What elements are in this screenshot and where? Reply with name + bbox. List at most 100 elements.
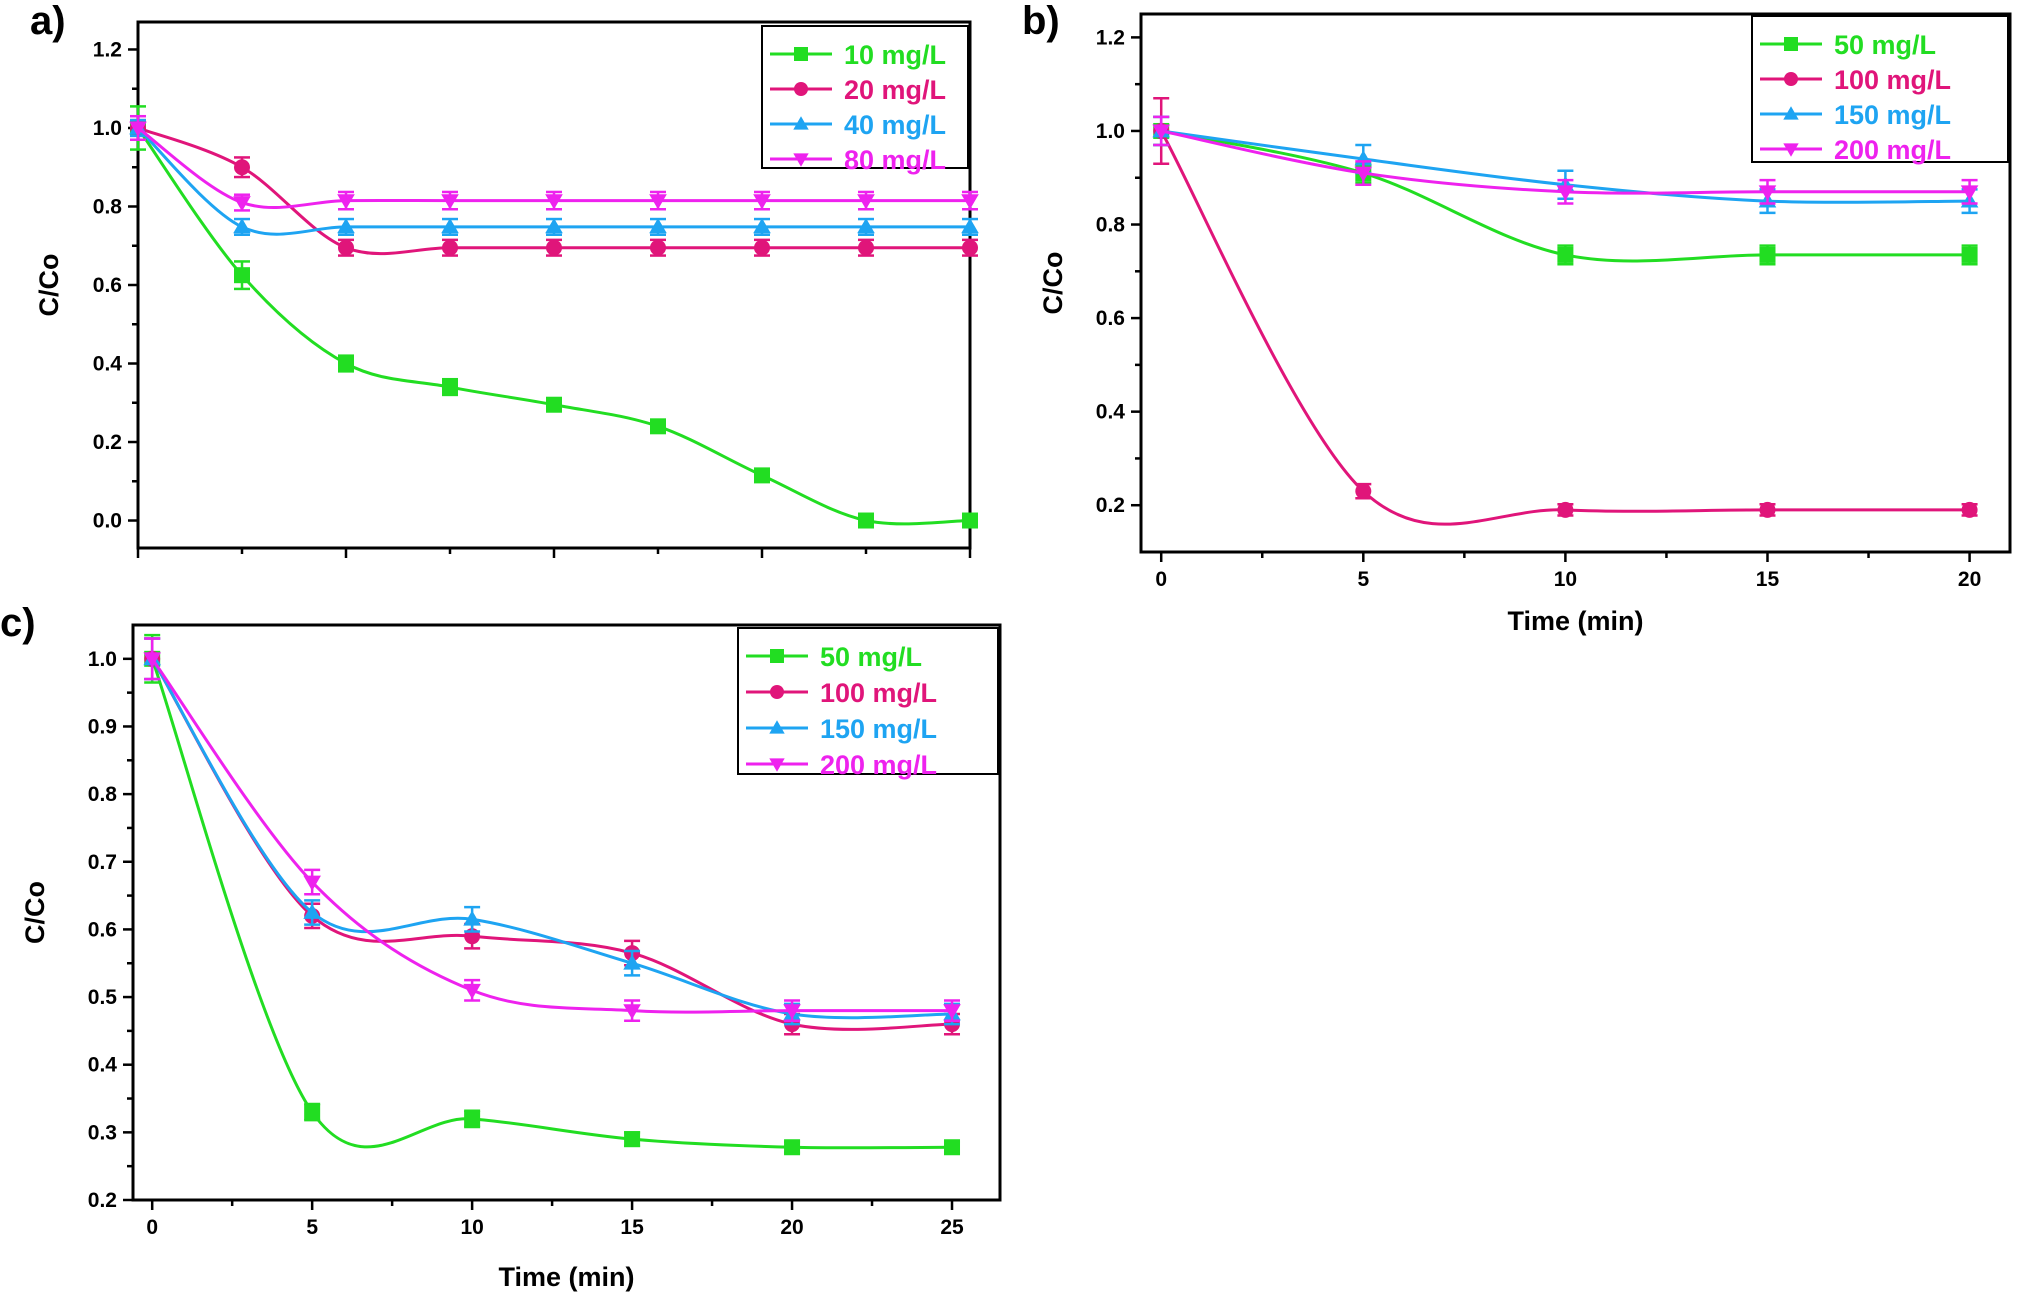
legend-b: 50 mg/L 100 mg/L 150 mg/L 200 mg/L — [1751, 15, 2009, 165]
y-axis-label-a: C/Co — [34, 254, 64, 317]
y-tick-label-b: 1.0 — [1096, 120, 1125, 143]
data-point-a-3 — [753, 194, 771, 210]
x-tick-label-b: 5 — [1357, 568, 1369, 591]
data-point-c-0 — [464, 1110, 481, 1127]
data-point-a-0 — [338, 355, 354, 372]
panel-label-c: c) — [0, 601, 36, 645]
data-point-c-3 — [783, 1004, 801, 1020]
legend-swatch-marker-c-0 — [770, 649, 784, 663]
legend-swatch-marker-a-1 — [794, 82, 808, 96]
data-point-a-0 — [650, 418, 666, 435]
data-point-a-1 — [858, 239, 874, 256]
legend-entry-c-1: 100 mg/L — [820, 678, 937, 708]
x-tick-label-c: 15 — [620, 1216, 644, 1239]
y-tick-label-c: 0.4 — [88, 1054, 118, 1077]
data-point-b-1 — [1355, 483, 1372, 500]
y-tick-label-c: 1.0 — [88, 648, 117, 671]
x-tick-label-b: 0 — [1155, 568, 1167, 591]
y-tick-label-a: 0.2 — [93, 431, 122, 454]
data-point-a-1 — [962, 239, 978, 256]
data-point-a-1 — [650, 239, 666, 256]
plot-frame-b — [1139, 12, 2012, 554]
legend-entry-b-1: 100 mg/L — [1834, 65, 1951, 95]
data-point-a-1 — [442, 239, 458, 256]
y-tick-label-a: 0.0 — [93, 510, 122, 533]
data-point-b-3 — [1960, 185, 1979, 201]
x-axis-label-c: Time (min) — [498, 1262, 634, 1292]
y-tick-label-a: 0.4 — [93, 353, 123, 376]
data-point-a-3 — [337, 194, 355, 210]
panel-label-a: a) — [30, 0, 66, 43]
legend-swatch-marker-a-3 — [793, 153, 809, 167]
legend-swatch-marker-b-3 — [1783, 143, 1799, 157]
data-point-c-2 — [623, 954, 641, 970]
x-tick-label-b: 20 — [1958, 568, 1981, 591]
data-point-a-0 — [234, 267, 250, 284]
y-tick-label-c: 0.5 — [88, 986, 118, 1009]
data-point-c-0 — [624, 1131, 641, 1148]
data-point-a-2 — [441, 218, 459, 234]
legend-c: 50 mg/L 100 mg/L 150 mg/L 200 mg/L — [737, 627, 999, 780]
legend-swatch-marker-c-3 — [769, 758, 785, 772]
data-point-c-3 — [623, 1004, 641, 1020]
data-point-a-1 — [234, 159, 250, 176]
data-point-c-0 — [944, 1139, 961, 1156]
series-line-c-3 — [150, 657, 953, 1014]
series-c-0 — [144, 633, 961, 1156]
data-point-a-2 — [649, 218, 667, 234]
data-point-a-0 — [442, 379, 458, 396]
data-point-a-0 — [858, 512, 874, 529]
data-point-a-1 — [546, 239, 562, 256]
x-axis-label-b: Time (min) — [1507, 606, 1643, 636]
data-point-b-3 — [1758, 185, 1777, 201]
legend-entry-b-2: 150 mg/L — [1834, 100, 1951, 130]
legend-entry-a-0: 10 mg/L — [844, 40, 946, 70]
data-point-a-0 — [754, 467, 770, 484]
data-point-a-2 — [961, 218, 979, 234]
y-tick-label-c: 0.8 — [88, 783, 118, 806]
y-axis-label-b: C/Co — [1038, 252, 1068, 315]
data-point-b-0 — [1557, 246, 1574, 263]
legend-swatch-marker-c-1 — [770, 685, 784, 699]
x-tick-label-b: 10 — [1554, 568, 1577, 591]
data-point-a-1 — [338, 239, 354, 256]
data-point-a-2 — [545, 218, 563, 234]
data-point-c-3 — [463, 983, 481, 1000]
data-point-c-3 — [943, 1004, 961, 1020]
panel-b: b) 0.2 0.4 0.6 0.8 1.0 1.2 0 5 10 15 20 C/Co Time (mi… — [1022, 0, 2012, 636]
legend-entry-a-1: 20 mg/L — [844, 75, 946, 105]
data-point-a-3 — [233, 196, 251, 212]
data-point-c-3 — [143, 652, 161, 668]
series-a-3 — [129, 114, 979, 212]
series-line-b-1 — [1159, 130, 1970, 526]
data-point-a-3 — [649, 194, 667, 210]
legend-swatch-marker-b-0 — [1784, 37, 1798, 51]
data-point-a-3 — [545, 194, 563, 210]
data-point-a-3 — [961, 194, 979, 210]
y-tick-label-c: 0.3 — [88, 1121, 117, 1144]
data-point-c-0 — [304, 1104, 321, 1121]
plot-frame-c — [131, 623, 1002, 1202]
series-a-2 — [129, 118, 979, 237]
legend-entry-c-2: 150 mg/L — [820, 714, 937, 744]
legend-swatch-marker-b-1 — [1784, 72, 1798, 86]
x-tick-label-c: 20 — [780, 1216, 803, 1239]
data-point-a-2 — [337, 218, 355, 234]
data-point-a-0 — [962, 512, 978, 529]
data-point-b-1 — [1557, 501, 1574, 518]
x-tick-label-c: 0 — [146, 1216, 158, 1239]
data-point-b-1 — [1961, 501, 1978, 518]
data-point-b-3 — [1556, 185, 1575, 201]
data-point-b-0 — [1961, 246, 1978, 263]
legend-entry-c-3: 200 mg/L — [820, 750, 937, 780]
legend-entry-a-2: 40 mg/L — [844, 110, 946, 140]
data-point-b-3 — [1354, 166, 1373, 182]
data-point-c-2 — [463, 910, 481, 926]
data-point-a-1 — [754, 239, 770, 256]
legend-entry-a-3: 80 mg/L — [844, 145, 946, 175]
x-tick-label-b: 15 — [1756, 568, 1780, 591]
series-c-3 — [143, 637, 961, 1022]
y-tick-label-b: 0.4 — [1096, 401, 1126, 424]
y-tick-label-a: 0.8 — [93, 195, 123, 218]
